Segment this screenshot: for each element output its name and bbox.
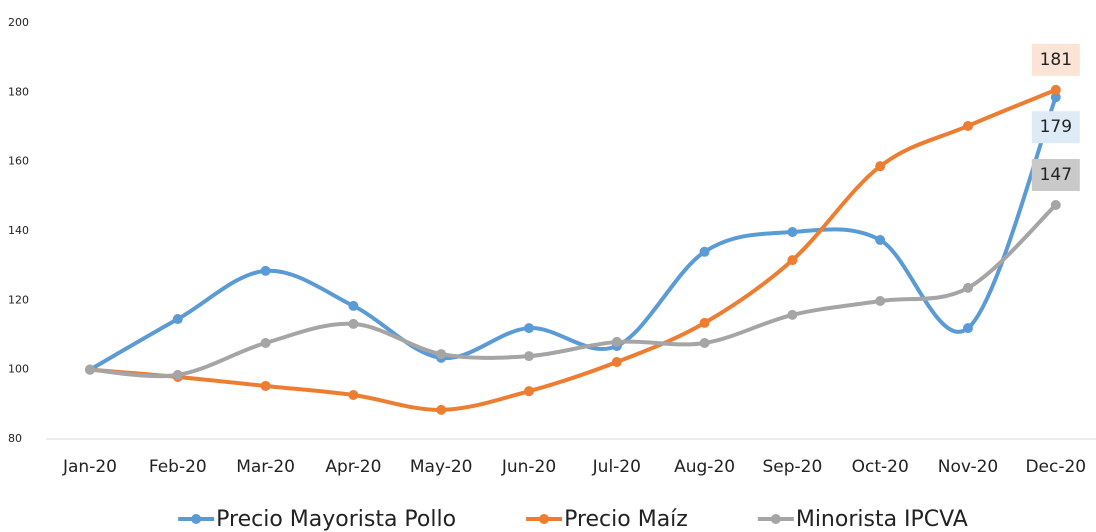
legend: Precio Mayorista Pollo Precio Maíz Minoris… — [178, 507, 968, 532]
legend-label: Precio Maíz — [564, 507, 688, 532]
y-tick-label: 120 — [8, 293, 29, 306]
point — [963, 323, 973, 334]
point — [1050, 92, 1061, 103]
series-line — [89, 96, 1058, 372]
point — [875, 296, 886, 307]
point — [524, 386, 534, 397]
y-tick-label: 80 — [8, 432, 22, 445]
x-tick-label: Nov-20 — [938, 457, 999, 477]
x-tick-label: Aug-20 — [674, 457, 735, 477]
x-tick-label: Apr-20 — [325, 457, 381, 477]
y-tick-label: 200 — [8, 16, 29, 29]
point — [699, 317, 710, 328]
point — [699, 337, 710, 348]
x-tick-label: Dec-20 — [1025, 457, 1086, 477]
point — [348, 318, 359, 329]
legend-marker — [539, 514, 550, 524]
point — [787, 309, 798, 320]
point — [348, 300, 359, 311]
point — [436, 404, 447, 415]
point — [875, 235, 886, 246]
point — [1050, 200, 1061, 210]
x-tick-label: Sep-20 — [762, 457, 822, 477]
data-label-box — [1031, 111, 1080, 144]
y-tick-label: 140 — [8, 224, 29, 237]
y-tick-label: 100 — [8, 363, 29, 376]
data-label: 181 — [1040, 50, 1072, 70]
point — [260, 265, 271, 276]
series-line — [89, 203, 1058, 379]
point — [963, 120, 973, 131]
point — [260, 337, 271, 348]
point — [85, 364, 95, 375]
data-label-box — [1031, 159, 1080, 191]
point — [172, 314, 183, 325]
legend-marker — [770, 514, 781, 524]
x-tick-label: Jan-20 — [62, 457, 117, 477]
x-tick-label: Feb-20 — [149, 457, 207, 477]
point — [699, 246, 710, 257]
x-tick-label: Mar-20 — [236, 457, 295, 477]
point — [172, 369, 183, 380]
legend-label: Minorista IPCVA — [796, 507, 968, 532]
point — [611, 357, 622, 368]
point — [348, 389, 359, 400]
x-tick-label: Jun-20 — [501, 457, 556, 477]
series-line — [89, 88, 1057, 412]
x-tick-label: Oct-20 — [852, 457, 909, 477]
x-tick-label: Jul-20 — [592, 457, 641, 477]
point — [260, 380, 271, 391]
legend-label: Precio Mayorista Pollo — [216, 507, 456, 532]
data-label-box — [1031, 43, 1080, 76]
x-tick-label: May-20 — [410, 457, 473, 477]
data-label: 179 — [1040, 117, 1072, 137]
data-label: 147 — [1040, 165, 1072, 185]
point — [963, 282, 973, 293]
point — [611, 336, 622, 347]
y-tick-label: 160 — [8, 155, 29, 168]
point — [524, 351, 534, 362]
point — [875, 161, 886, 172]
y-tick-label: 180 — [8, 85, 29, 98]
point — [787, 227, 798, 238]
point — [524, 323, 534, 334]
legend-marker — [191, 514, 202, 524]
point — [1050, 84, 1061, 95]
point — [787, 255, 798, 266]
point — [436, 349, 447, 360]
